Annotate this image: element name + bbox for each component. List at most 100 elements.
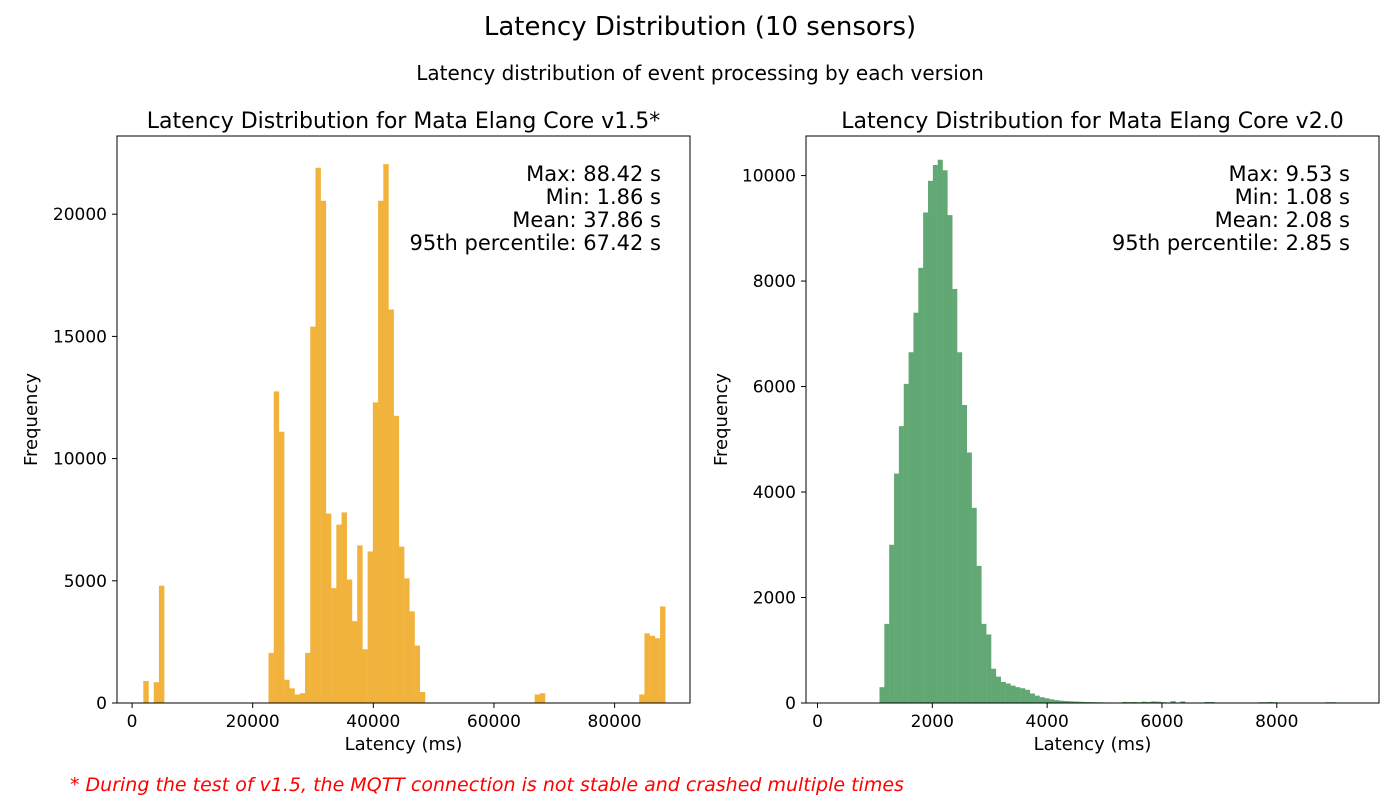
histogram-bar — [284, 679, 290, 703]
histogram-bar — [889, 544, 895, 703]
histogram-bar — [1073, 701, 1079, 703]
histogram-bar — [1078, 701, 1084, 703]
histogram-bar — [299, 693, 306, 703]
chart-v15-axes: 0 20000 40000 60000 80000 0 5000 10000 15000 2000… — [53, 135, 691, 732]
x-tick-label: 0 — [127, 712, 138, 732]
histogram-bar — [289, 688, 295, 703]
histogram-bar — [273, 391, 280, 703]
histogram-bar — [1204, 701, 1210, 703]
chart-v15-bars — [143, 164, 666, 704]
histogram-bar — [320, 200, 327, 703]
histogram-bar — [908, 352, 914, 703]
x-tick-label: 6000 — [1140, 712, 1183, 732]
histogram-bar — [1000, 681, 1006, 703]
histogram-bar — [1267, 701, 1273, 703]
histogram-bar — [1180, 701, 1186, 703]
y-tick-label: 15000 — [53, 327, 107, 347]
histogram-bar — [971, 507, 977, 703]
stats-annotation: Min: 1.86 s — [546, 185, 661, 209]
chart-v15-ylabel: Frequency — [21, 373, 42, 466]
histogram-bar — [961, 405, 968, 703]
histogram-bar — [1034, 695, 1040, 703]
chart-v20-ylabel: Frequency — [711, 373, 732, 466]
histogram-bar — [1049, 699, 1055, 703]
histogram-bar — [383, 164, 389, 704]
histogram-bar — [153, 682, 160, 703]
histogram-bar — [419, 692, 426, 703]
histogram-bar — [278, 431, 285, 703]
histogram-bar — [644, 633, 650, 703]
y-tick-label: 10000 — [53, 450, 107, 470]
histogram-bar — [649, 635, 656, 703]
x-tick-label: 40000 — [346, 712, 400, 732]
histogram-bar — [660, 606, 666, 703]
histogram-bar — [409, 611, 415, 703]
histogram-bar — [294, 694, 301, 703]
histogram-bar — [1020, 688, 1026, 703]
histogram-bar — [1131, 701, 1137, 703]
chart-v20-axes: 0 2000 4000 6000 8000 0 2000 4000 6000 8000 10000 — [742, 135, 1380, 732]
stats-annotation: Max: 88.42 s — [526, 162, 661, 186]
x-tick-label: 80000 — [588, 712, 642, 732]
stats-annotation: Mean: 2.08 s — [1215, 208, 1350, 232]
histogram-bar — [991, 668, 997, 703]
histogram-bar — [947, 215, 953, 703]
stats-annotation: Max: 9.53 s — [1228, 162, 1350, 186]
x-tick-label: 2000 — [911, 712, 954, 732]
histogram-bar — [1156, 701, 1162, 703]
histogram-bar — [378, 200, 384, 703]
x-tick-label: 0 — [812, 712, 823, 732]
histogram-bar — [937, 159, 943, 704]
histogram-bar — [981, 623, 987, 703]
y-tick-label: 2000 — [753, 589, 796, 609]
chart-v20-title: Latency Distribution for Mata Elang Core… — [841, 109, 1343, 134]
histogram-bar — [1039, 697, 1045, 703]
stats-annotation: 95th percentile: 2.85 s — [1112, 231, 1350, 255]
histogram-bar — [898, 426, 904, 703]
histogram-bar — [1146, 701, 1152, 703]
histogram-bar — [1025, 689, 1031, 703]
histogram-bar — [932, 165, 938, 703]
axes-frame — [805, 135, 1380, 704]
histogram-bar — [918, 267, 924, 703]
histogram-bar — [1068, 701, 1074, 703]
histogram-bar — [341, 512, 347, 703]
histogram-bar — [957, 352, 963, 703]
histogram-bar — [976, 565, 982, 703]
histogram-bar — [414, 645, 421, 703]
histogram-bar — [1141, 701, 1147, 703]
histogram-bar — [325, 513, 332, 703]
x-tick-label: 20000 — [226, 712, 280, 732]
histogram-bar — [1083, 701, 1089, 703]
histogram-bar — [1063, 701, 1069, 703]
histogram-bar — [310, 326, 316, 703]
histogram-bar — [1029, 693, 1035, 703]
histogram-bar — [336, 524, 342, 703]
histogram-bar — [539, 693, 546, 703]
histogram-bar — [894, 473, 900, 703]
y-tick-label: 10000 — [742, 167, 796, 187]
y-tick-label: 0 — [96, 694, 107, 714]
footnote: * During the test of v1.5, the MQTT conn… — [70, 774, 904, 796]
histogram-bar — [1044, 698, 1050, 703]
histogram-bar — [268, 652, 274, 703]
y-tick-label: 4000 — [753, 483, 796, 503]
stats-annotation: Min: 1.08 s — [1235, 185, 1350, 209]
histogram-bar — [1010, 685, 1016, 703]
histogram-bar — [398, 546, 405, 703]
chart-v20-xlabel: Latency (ms) — [1034, 734, 1152, 755]
histogram-bar — [1170, 701, 1176, 703]
histogram-bar — [884, 623, 890, 703]
histogram-bar — [923, 212, 929, 704]
y-tick-label: 5000 — [64, 572, 107, 592]
histogram-bar — [331, 588, 337, 703]
histogram-bar — [351, 621, 358, 703]
histogram-bar — [986, 634, 992, 703]
histogram-bar — [903, 383, 909, 703]
chart-v15-title: Latency Distribution for Mata Elang Core… — [147, 109, 660, 134]
histogram-bar — [879, 687, 885, 703]
x-tick-label: 60000 — [467, 712, 521, 732]
